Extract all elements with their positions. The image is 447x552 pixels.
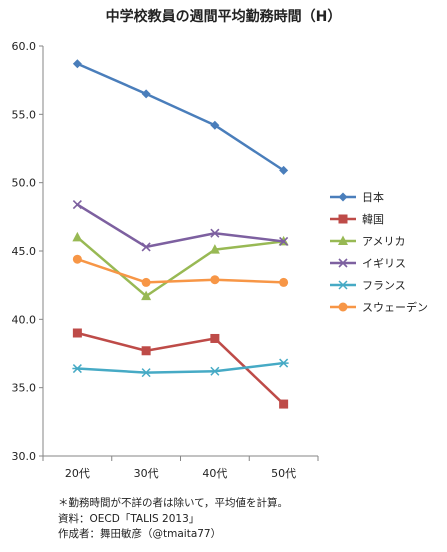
y-tick-label: 55.0 [12, 108, 37, 121]
y-tick-label: 45.0 [12, 245, 37, 258]
series-line [76, 62, 285, 172]
data-point [210, 228, 220, 238]
legend-label: スウェーデン [362, 300, 428, 314]
x-tick-label: 20代 [65, 467, 90, 480]
data-point [279, 277, 289, 287]
series-1 [72, 59, 289, 175]
data-point [141, 368, 152, 378]
series-line [76, 331, 285, 406]
line-chart: 30.0 35.0 40.0 45.0 50.0 55.0 60.0 20代 30代 40代 50代… [12, 40, 429, 480]
data-point [72, 254, 82, 264]
data-point [209, 366, 220, 376]
x-tick-label: 40代 [202, 467, 227, 480]
data-point [279, 236, 289, 246]
source-note: 資料：OECD「TALIS 2013」 [58, 513, 200, 525]
series-line [76, 203, 285, 249]
author-note: 作成者：舞田敏彦（@tmaita77） [58, 528, 222, 540]
legend-item: 日本 [330, 190, 384, 204]
legend-item: アメリカ [330, 235, 405, 248]
data-point [338, 235, 348, 245]
legend-label: フランス [362, 279, 406, 292]
y-tick-label: 50.0 [12, 177, 37, 190]
series-lines [72, 59, 289, 409]
chart-title: 中学校教員の週間平均勤務時間（H） [105, 9, 342, 25]
legend-label: 韓国 [362, 213, 384, 226]
series-line [76, 257, 285, 284]
data-point [210, 275, 220, 285]
data-point [210, 333, 220, 343]
data-point [338, 192, 348, 202]
series-2 [72, 328, 289, 409]
x-tick-label: 50代 [271, 467, 296, 480]
legend-item: イギリス [330, 257, 406, 270]
legend-item: 韓国 [330, 213, 384, 226]
data-point [72, 59, 82, 69]
series-4 [72, 199, 289, 252]
data-point [209, 244, 220, 254]
data-point [210, 120, 220, 130]
data-point [72, 328, 82, 338]
legend-label: 日本 [362, 190, 384, 204]
legend-item: スウェーデン [330, 300, 428, 314]
y-tick-label: 40.0 [12, 313, 37, 326]
data-point [338, 280, 348, 290]
data-point [338, 214, 348, 224]
data-point [338, 302, 348, 312]
data-point [141, 290, 152, 301]
data-point [278, 358, 289, 368]
data-point [279, 165, 289, 175]
y-tick-label: 60.0 [12, 40, 37, 53]
data-point [72, 199, 82, 210]
x-tick-label: 30代 [134, 467, 159, 480]
data-point [72, 231, 83, 242]
y-tick-label: 30.0 [12, 450, 37, 463]
legend-label: イギリス [362, 257, 406, 270]
legend-item: フランス [330, 279, 406, 292]
series-3 [72, 231, 289, 301]
series-6 [72, 254, 289, 287]
data-point [141, 89, 151, 99]
footnote: ＊勤務時間が不詳の者は除いて，平均値を計算。 [58, 497, 288, 509]
series-line [76, 236, 285, 298]
data-point [279, 399, 289, 409]
data-point [141, 346, 151, 356]
series-5 [72, 358, 289, 378]
series-line [76, 361, 285, 374]
legend-label: アメリカ [362, 235, 405, 248]
y-tick-label: 35.0 [12, 382, 37, 395]
data-point [338, 258, 348, 268]
axes: 30.0 35.0 40.0 45.0 50.0 55.0 60.0 20代 30代 40代 50代 [12, 40, 319, 480]
data-point [141, 277, 151, 287]
data-point [72, 364, 83, 374]
data-point [141, 242, 151, 252]
